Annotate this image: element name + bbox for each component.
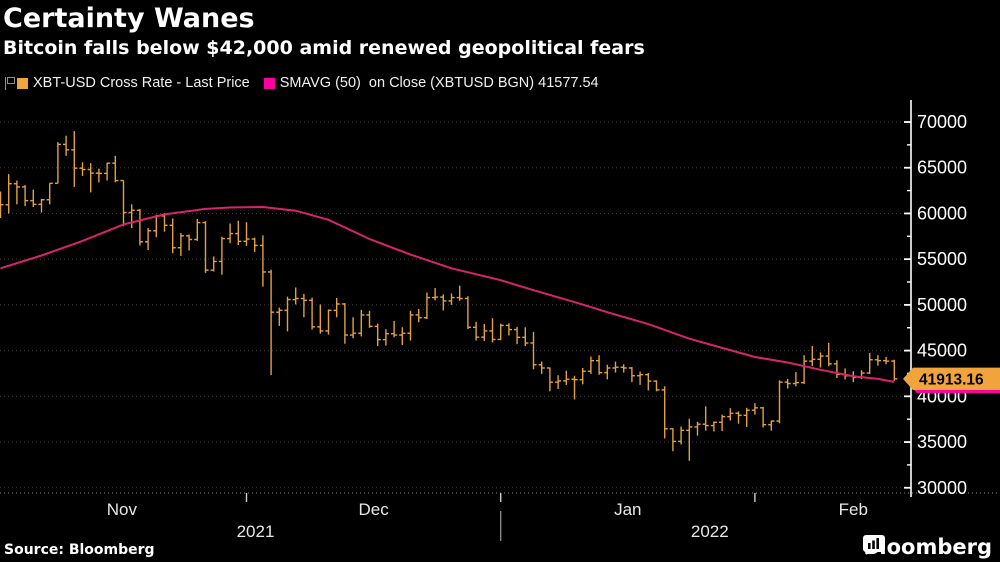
chart-title: Certainty Wanes xyxy=(3,3,255,34)
svg-text:50000: 50000 xyxy=(917,295,967,315)
svg-text:Jan: Jan xyxy=(614,500,641,519)
y-axis: 3000035000400004500050000550006000065000… xyxy=(904,100,967,498)
legend-label-price: XBT-USD Cross Rate - Last Price xyxy=(33,75,250,91)
svg-text:2021: 2021 xyxy=(237,522,275,541)
svg-text:35000: 35000 xyxy=(917,432,967,452)
last-price-tag: 41913.16 xyxy=(903,367,1000,391)
svg-text:41913.16: 41913.16 xyxy=(919,371,984,388)
source-credit: Source: Bloomberg xyxy=(4,542,155,558)
svg-text:65000: 65000 xyxy=(917,158,967,178)
legend-swatch-smavg xyxy=(263,77,275,89)
gridlines xyxy=(0,121,910,489)
svg-text:Feb: Feb xyxy=(839,500,868,519)
legend-label-smavg: SMAVG (50) on Close (XBTUSD BGN) 41577.5… xyxy=(279,75,599,91)
chart-subtitle: Bitcoin falls below $42,000 amid renewed… xyxy=(3,37,645,59)
svg-text:2022: 2022 xyxy=(691,522,729,541)
legend-swatch-price xyxy=(17,77,28,89)
svg-text:30000: 30000 xyxy=(917,478,967,498)
svg-text:55000: 55000 xyxy=(917,249,967,269)
bloomberg-brand: Bloomberg xyxy=(863,535,992,559)
smavg-line xyxy=(0,205,895,383)
svg-text:60000: 60000 xyxy=(917,203,967,223)
x-axis: Nov Dec Jan Feb 2021 2022 xyxy=(107,493,868,541)
svg-text:45000: 45000 xyxy=(917,341,967,361)
legend-key-icon xyxy=(5,76,15,91)
price-bars-series xyxy=(0,131,898,461)
bloomberg-logo-icon xyxy=(863,535,886,555)
svg-text:70000: 70000 xyxy=(917,112,967,132)
legend: XBT-USD Cross Rate - Last Price SMAVG (5… xyxy=(5,75,613,91)
svg-text:Dec: Dec xyxy=(358,500,389,519)
svg-text:Nov: Nov xyxy=(107,500,138,519)
